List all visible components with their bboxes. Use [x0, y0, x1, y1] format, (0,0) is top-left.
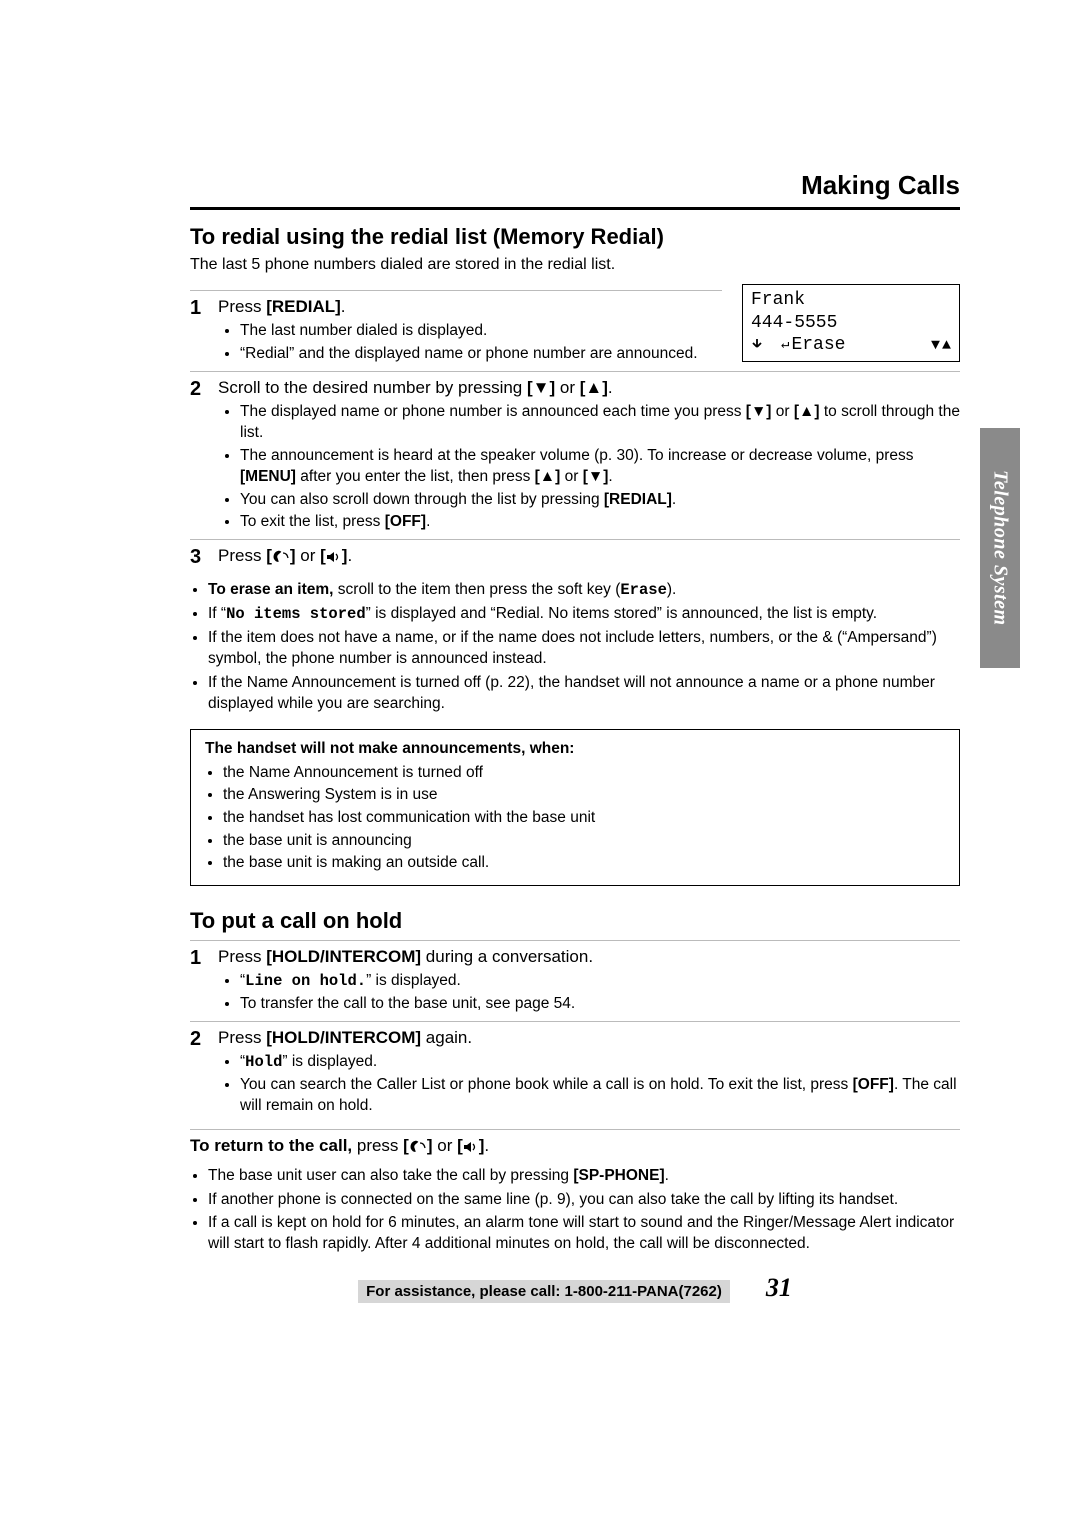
hold-notes: The base unit user can also take the cal…: [190, 1166, 960, 1256]
key-talk: []: [403, 1136, 432, 1155]
up-triangle-icon: ▲: [942, 338, 951, 353]
hold-note-2: If another phone is connected on the sam…: [208, 1190, 960, 1211]
announcement-conditions-box: The handset will not make announcements,…: [190, 729, 960, 886]
hold-step1-bullet-2: To transfer the call to the base unit, s…: [240, 994, 960, 1015]
page-title: Making Calls: [190, 170, 960, 210]
step-3: 3 Press [] or [].: [190, 539, 960, 570]
note-name-announce-off: If the Name Announcement is turned off (…: [208, 673, 960, 715]
lcd-display: Frank 444-5555 ↵ Erase ▼▲: [742, 284, 960, 362]
section-redial-title: To redial using the redial list (Memory …: [190, 224, 960, 250]
step2-or: or: [555, 378, 580, 397]
handset-icon: [409, 1140, 427, 1154]
key-speaker: []: [320, 546, 347, 565]
hold-step-1: 1 Press [HOLD/INTERCOM] during a convers…: [190, 940, 960, 1017]
section-hold-title: To put a call on hold: [190, 908, 960, 934]
key-talk: []: [266, 546, 295, 565]
step-number: 2: [190, 378, 218, 401]
speaker-icon: [326, 550, 342, 564]
lcd-line-3: ↵ Erase ▼▲: [751, 334, 951, 357]
return-arrow-icon: [751, 337, 763, 353]
page-footer: For assistance, please call: 1-800-211-P…: [190, 1273, 960, 1303]
hold-step2-bullet-2: You can search the Caller List or phone …: [240, 1075, 960, 1117]
key-redial: [REDIAL]: [266, 297, 341, 316]
step-1: 1 Press [REDIAL]. The last number dialed…: [190, 290, 722, 367]
side-tab-telephone-system: Telephone System: [980, 428, 1020, 668]
step2-pre: Scroll to the desired number by pressing: [218, 378, 527, 397]
page-number: 31: [766, 1273, 792, 1303]
note-no-items: If “No items stored” is displayed and “R…: [208, 604, 960, 625]
box-title: The handset will not make announcements,…: [205, 738, 945, 760]
box-item: the base unit is making an outside call.: [223, 852, 945, 874]
lcd-line-2: 444-5555: [751, 312, 951, 335]
step2-bullet-3: You can also scroll down through the lis…: [240, 490, 960, 511]
speaker-icon: [463, 1140, 479, 1154]
step3-pre: Press: [218, 546, 266, 565]
step1-bullet-1: The last number dialed is displayed.: [240, 321, 722, 342]
hold-step2-bullet-1: “Hold” is displayed.: [240, 1052, 960, 1073]
footer-assistance: For assistance, please call: 1-800-211-P…: [358, 1280, 730, 1303]
key-hold-intercom: [HOLD/INTERCOM]: [266, 1028, 421, 1047]
step1-bullet-2: “Redial” and the displayed name or phone…: [240, 344, 722, 365]
step2-bullet-2: The announcement is heard at the speaker…: [240, 446, 960, 488]
hold-note-1: The base unit user can also take the cal…: [208, 1166, 960, 1187]
return-arrow-icon: [765, 337, 779, 353]
step3-dot: .: [347, 546, 352, 565]
box-item: the Answering System is in use: [223, 784, 945, 806]
step-number: 3: [190, 546, 218, 569]
handset-icon: [272, 550, 290, 564]
lcd-erase-label: Erase: [791, 334, 845, 357]
box-item: the handset has lost communication with …: [223, 807, 945, 829]
return-to-call-line: To return to the call, press [] or [].: [190, 1129, 960, 1156]
section-redial-intro: The last 5 phone numbers dialed are stor…: [190, 256, 960, 274]
key-up: [▲]: [580, 378, 608, 397]
lcd-line-1: Frank: [751, 289, 951, 312]
step-number: 2: [190, 1028, 218, 1051]
step2-bullet-4: To exit the list, press [OFF].: [240, 512, 960, 533]
step1-text: Press: [218, 297, 266, 316]
key-speaker: []: [457, 1136, 484, 1155]
redial-notes: To erase an item, scroll to the item the…: [190, 580, 960, 715]
hold-note-3: If a call is kept on hold for 6 minutes,…: [208, 1213, 960, 1255]
step2-bullet-1: The displayed name or phone number is an…: [240, 402, 960, 444]
down-triangle-icon: ▼: [931, 338, 940, 353]
hold-step-2: 2 Press [HOLD/INTERCOM] again. “Hold” is…: [190, 1021, 960, 1119]
step-number: 1: [190, 297, 218, 320]
step1-dot: .: [341, 297, 346, 316]
hold-step1-bullet-1: “Line on hold.” is displayed.: [240, 971, 960, 992]
key-down: [▼]: [527, 378, 555, 397]
note-no-name: If the item does not have a name, or if …: [208, 628, 960, 670]
box-item: the Name Announcement is turned off: [223, 762, 945, 784]
step3-or: or: [296, 546, 321, 565]
step2-dot: .: [608, 378, 613, 397]
step-2: 2 Scroll to the desired number by pressi…: [190, 371, 960, 536]
box-item: the base unit is announcing: [223, 830, 945, 852]
step-number: 1: [190, 947, 218, 970]
note-erase: To erase an item, scroll to the item the…: [208, 580, 960, 601]
key-hold-intercom: [HOLD/INTERCOM]: [266, 947, 421, 966]
